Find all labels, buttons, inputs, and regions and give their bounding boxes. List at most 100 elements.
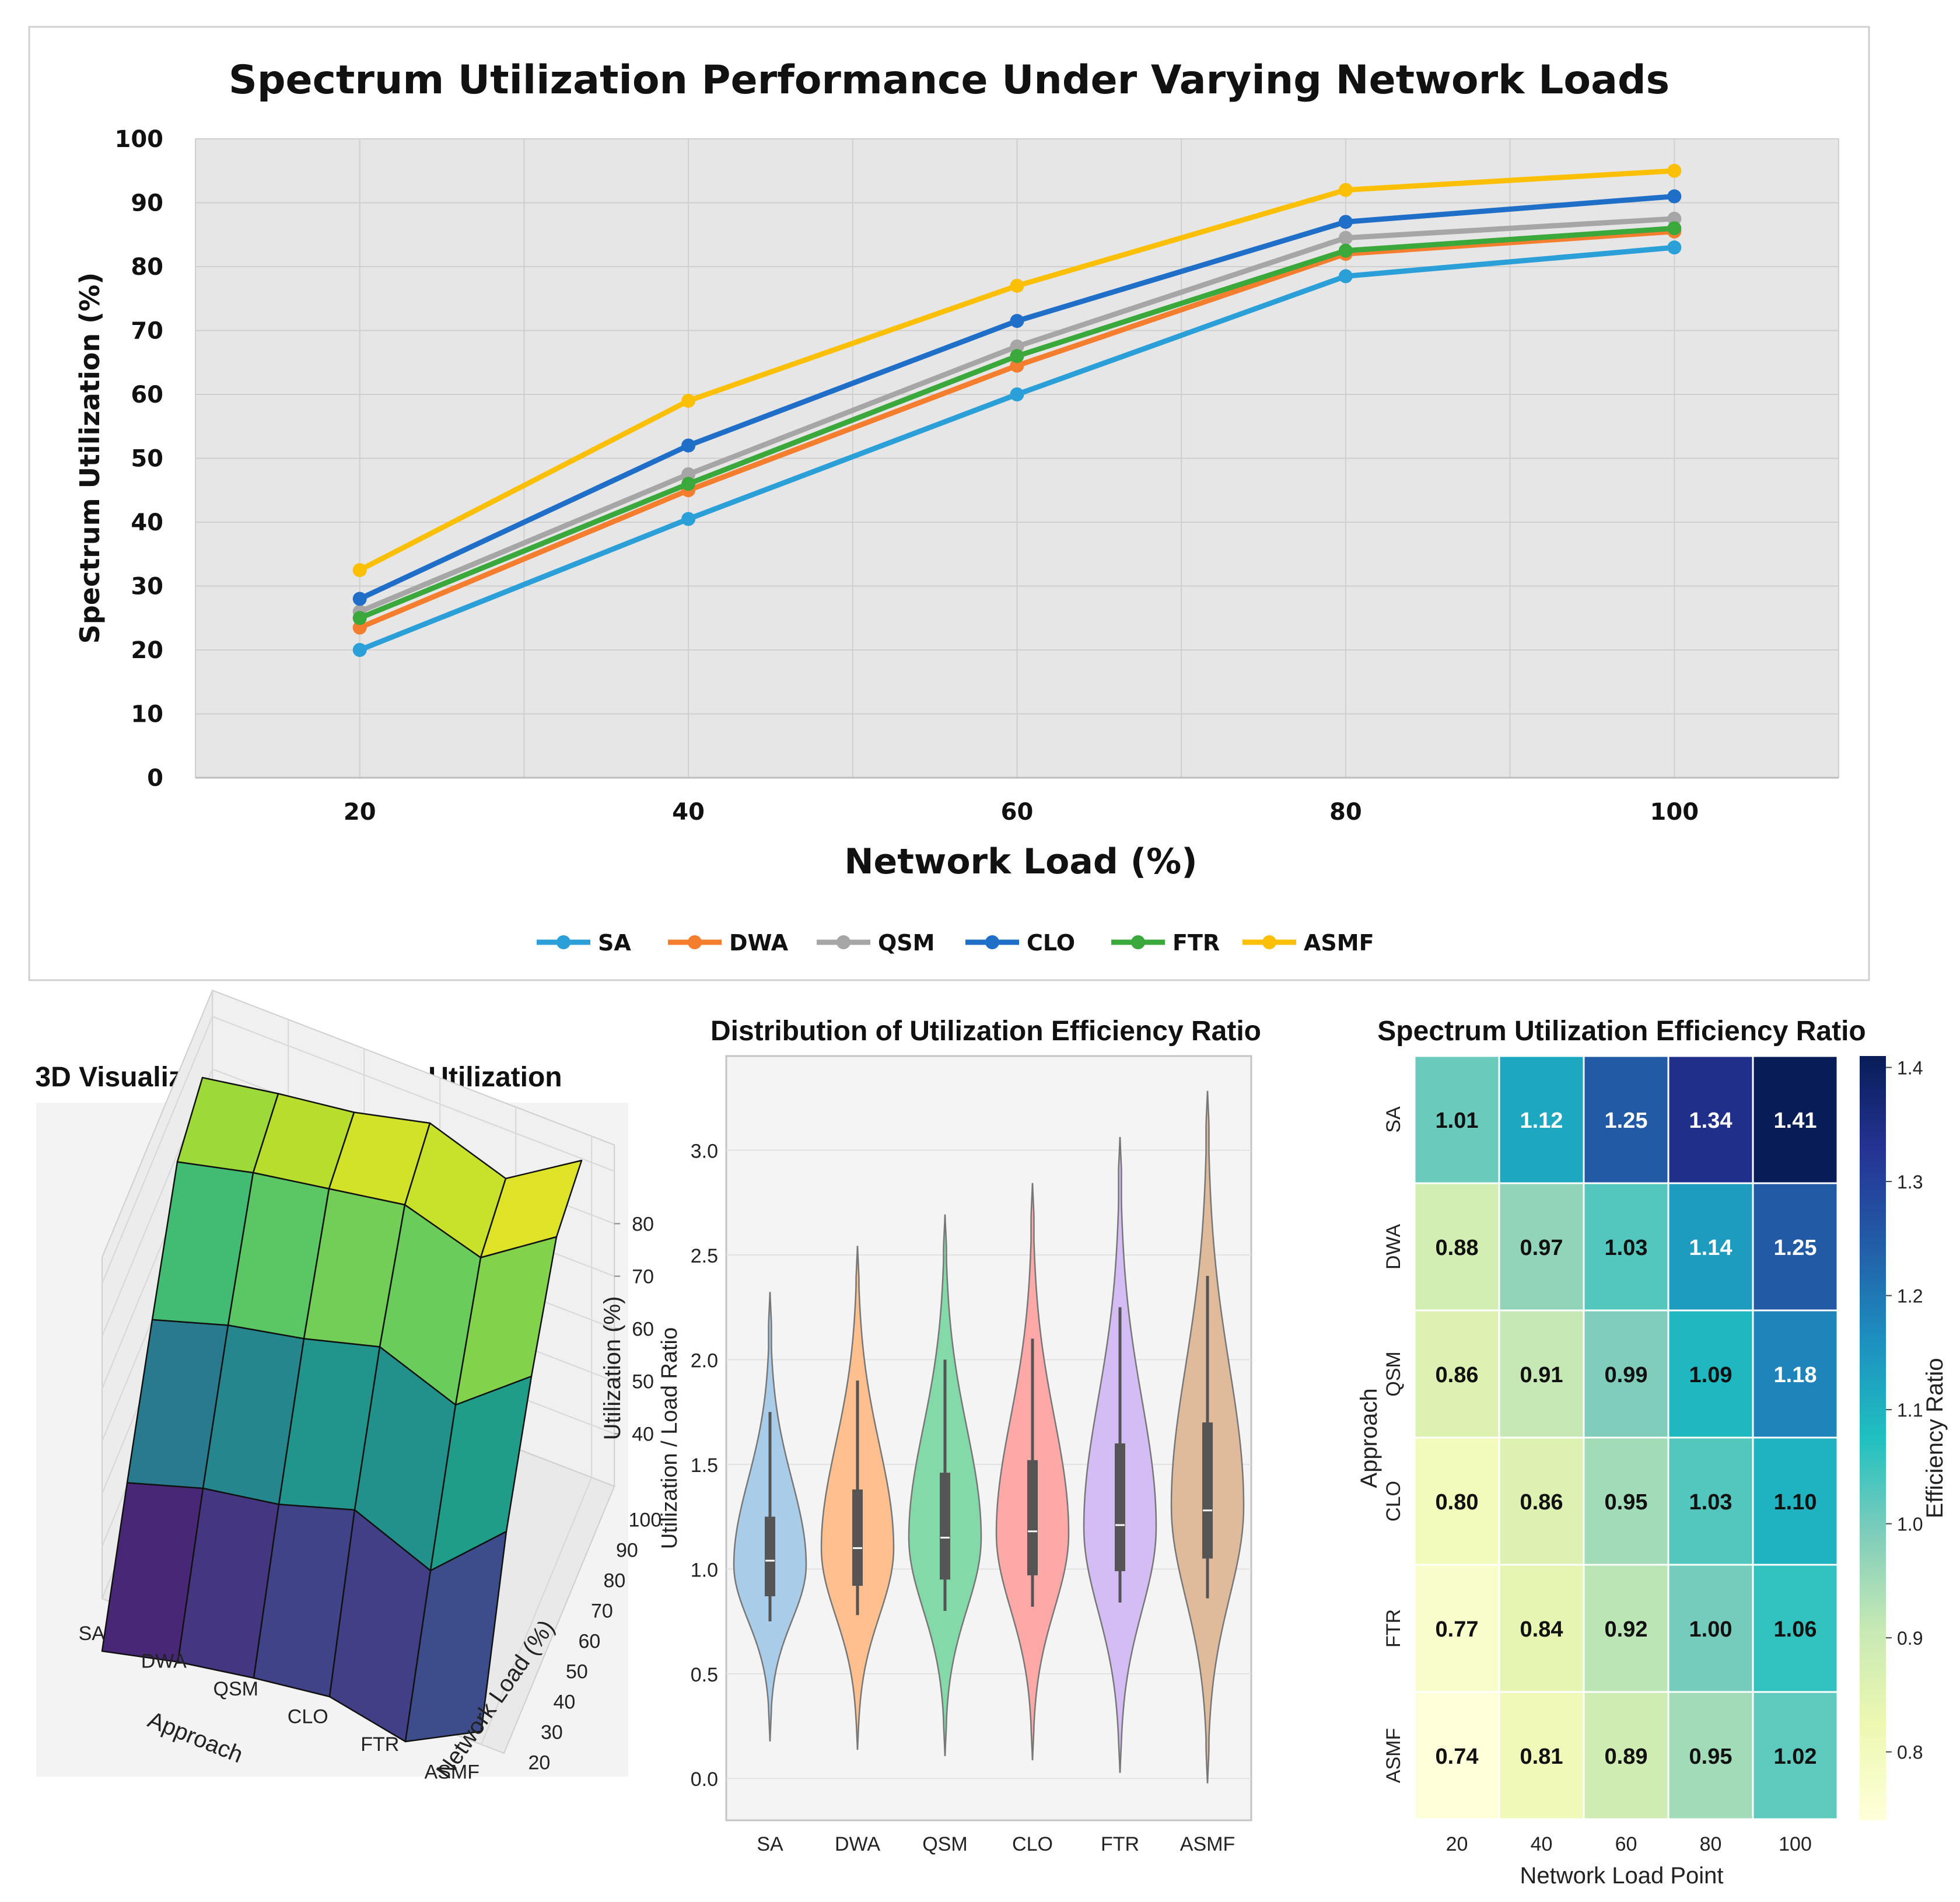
heatmap-row-label: CLO [1382,1481,1405,1522]
surface-z-tick-label: 80 [632,1213,654,1235]
series-point-qsm [1010,339,1024,354]
heatmap-cell-value: 1.14 [1689,1236,1732,1260]
surface-x-tick-label: DWA [141,1651,187,1673]
heatmap-cell-value: 1.25 [1774,1236,1817,1260]
series-point-qsm [1667,211,1682,226]
heatmap-cell-value: 0.88 [1436,1236,1479,1260]
violin-y-axis-label: Utilization / Load Ratio [657,1327,682,1549]
violin-x-tick-label: DWA [835,1833,880,1855]
heatmap-x-tick-label: 40 [1531,1833,1553,1855]
heatmap-cell-value: 1.34 [1689,1109,1732,1133]
violin-iqr-box [765,1516,775,1596]
violin-y-tick-label: 0.5 [691,1664,718,1686]
heatmap-cell-value: 1.10 [1774,1490,1817,1515]
violin-iqr-box [852,1489,863,1586]
series-point-clo [1338,215,1353,229]
heatmap-x-axis-label: Network Load Point [1520,1863,1723,1889]
legend-swatch-dot [985,935,999,949]
series-point-asmf [1338,183,1353,197]
heatmap-cell-value: 1.25 [1605,1109,1648,1133]
violin-ticks: 0.0 0.5 1.0 1.5 2.0 2.5 3.0 SA DWA QSM CLO FTR ASMF [691,1141,1235,1855]
line-y-axis-label: Spectrum Utilization (%) [74,272,106,644]
surface-face [404,1530,508,1743]
colorbar-tick-label: 1.3 [1897,1172,1923,1193]
colorbar [1860,1056,1886,1820]
colorbar-label: Efficiency Ratio [1922,1358,1948,1519]
heatmap-cell [1752,1564,1839,1693]
heatmap-x-tick-label: 20 [1446,1833,1468,1855]
legend-label-sa: SA [598,930,631,956]
heatmap-cell-value: 0.89 [1605,1744,1648,1769]
surface-y-tick-label: 20 [528,1752,551,1774]
heatmap-cell [1667,1182,1754,1312]
heatmap-cell [1498,1436,1585,1566]
violin-iqr-box [1202,1422,1213,1559]
heatmap-cell-value: 1.09 [1689,1363,1732,1387]
series-point-qsm [1338,230,1353,245]
heatmap-x-tick-label: 80 [1700,1833,1722,1855]
legend-swatch-dot [836,935,850,949]
heatmap-cell [1752,1436,1839,1566]
heatmap-ticks: SA DWA QSM CLO FTR ASMF 20 40 60 80 100 [1382,1106,1812,1855]
line-y-tick-label: 20 [131,637,163,664]
surface-y-tick-label: 60 [579,1631,601,1653]
legend-label-qsm: QSM [878,930,935,956]
surface-y-tick-label: 50 [566,1661,588,1683]
colorbar-tick-label: 1.0 [1897,1514,1923,1535]
violin-iqr-box [1115,1443,1125,1571]
series-point-asmf [681,393,696,408]
series-point-ftr [352,611,367,625]
line-y-tick-label: 80 [131,254,163,281]
line-legend: SA DWA QSM CLO FTR ASMF [537,930,1374,956]
heatmap-cell-value: 0.86 [1520,1490,1563,1515]
heatmap-cells: 1.01 1.12 1.25 1.34 1.41 0.88 0.97 1.03 1.14 1.25… [1413,1055,1839,1820]
heatmap-panel: Spectrum Utilization Efficiency Ratio 1.… [1356,1016,1948,1889]
heatmap-cell-value: 1.00 [1689,1617,1732,1642]
heatmap-cell-value: 1.18 [1774,1363,1817,1387]
heatmap-row-label: SA [1382,1106,1405,1133]
violin-y-tick-label: 0.0 [691,1768,718,1791]
series-point-sa [1338,269,1353,284]
series-point-asmf [352,563,367,578]
line-x-tick-label: 40 [672,799,705,826]
violin-plot-area [725,1055,1252,1821]
line-y-ticks: 0 10 20 30 40 50 60 70 80 90 100 [115,126,164,792]
violin-y-tick-label: 2.5 [691,1245,718,1267]
series-point-ftr [1667,221,1682,236]
colorbar-ticks: 0.8 0.9 1.0 1.1 1.2 1.3 1.4 [1886,1058,1923,1763]
line-series-group [352,163,1682,657]
violin-x-tick-label: SA [757,1833,783,1855]
heatmap-cell-value: 0.77 [1436,1617,1479,1642]
colorbar-tick-label: 0.8 [1897,1742,1923,1763]
legend-swatch-dot [1131,935,1145,949]
line-y-tick-label: 0 [147,765,163,792]
surface-y-tick-label: 40 [554,1691,576,1714]
legend-swatch-dot [1262,935,1276,949]
heatmap-cell-value: 0.97 [1520,1236,1563,1260]
series-point-sa [1667,240,1682,255]
violin-x-tick-label: QSM [922,1833,967,1855]
legend-swatch-dot [688,935,702,949]
heatmap-row-label: DWA [1382,1224,1405,1270]
heatmap-x-tick-label: 60 [1615,1833,1637,1855]
series-point-sa [352,643,367,657]
series-point-clo [1010,314,1024,328]
violin-x-tick-label: ASMF [1180,1833,1235,1855]
surface-y-tick-label: 90 [616,1540,638,1562]
legend-label-ftr: FTR [1172,930,1220,956]
heatmap-cell [1583,1436,1670,1566]
line-x-ticks: 20 40 60 80 100 [344,799,1699,826]
heatmap-cell-value: 0.84 [1520,1617,1563,1642]
surface-z-tick-label: 40 [632,1423,654,1445]
surface-z-tick-label: 60 [632,1318,654,1340]
series-point-qsm [681,467,696,481]
surface-mesh [101,1076,583,1743]
line-y-tick-label: 90 [131,190,163,217]
legend-swatch-dot [556,935,570,949]
line-x-tick-label: 100 [1650,799,1699,826]
heatmap-cell-value: 0.99 [1605,1363,1648,1387]
series-point-ftr [1010,349,1024,363]
surface-z-tick-label: 50 [632,1370,654,1393]
heatmap-cell [1583,1564,1670,1693]
surface-x-tick-label: QSM [214,1678,258,1700]
